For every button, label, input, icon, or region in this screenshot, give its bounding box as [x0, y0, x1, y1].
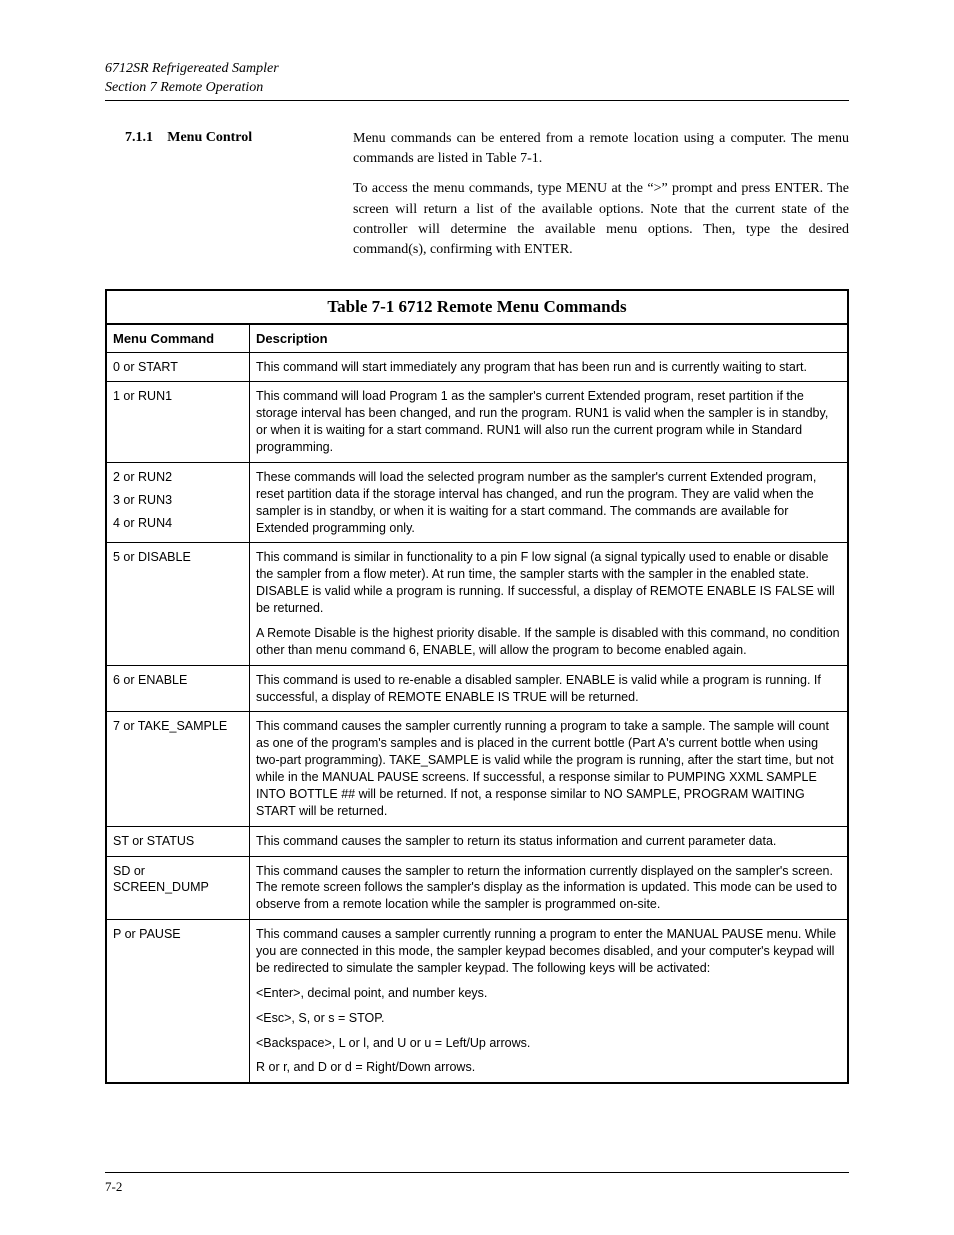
table-row: 2 or RUN2 3 or RUN3 4 or RUN4 These command…	[106, 462, 848, 543]
description-text: This command causes the sampler currentl…	[256, 718, 841, 819]
section-paragraph: Menu commands can be entered from a remo…	[353, 129, 849, 170]
command-cell: SD or SCREEN_DUMP	[106, 856, 250, 920]
table-col-header: Description	[250, 324, 849, 353]
command-text: 5 or DISABLE	[113, 549, 243, 566]
table-row: 5 or DISABLE This command is similar in f…	[106, 543, 848, 665]
description-cell: This command will load Program 1 as the …	[250, 382, 849, 463]
table-caption: Table 7-1 6712 Remote Menu Commands	[105, 289, 849, 323]
command-text: 4 or RUN4	[113, 515, 243, 532]
command-text: 0 or START	[113, 359, 243, 376]
command-text: 2 or RUN2	[113, 469, 243, 486]
description-text: This command is similar in functionality…	[256, 549, 841, 617]
table-header-row: Menu Command Description	[106, 324, 848, 353]
table-row: 6 or ENABLE This command is used to re-en…	[106, 665, 848, 712]
table-row: 1 or RUN1 This command will load Program …	[106, 382, 848, 463]
command-cell: 7 or TAKE_SAMPLE	[106, 712, 250, 826]
command-cell: 2 or RUN2 3 or RUN3 4 or RUN4	[106, 462, 250, 543]
command-text: 3 or RUN3	[113, 492, 243, 509]
description-text: This command causes a sampler currently …	[256, 926, 841, 977]
description-cell: These commands will load the selected pr…	[250, 462, 849, 543]
description-text: These commands will load the selected pr…	[256, 469, 841, 537]
table-row: P or PAUSE This command causes a sampler …	[106, 920, 848, 1084]
description-cell: This command causes the sampler currentl…	[250, 712, 849, 826]
command-text: 6 or ENABLE	[113, 672, 243, 689]
table-body: 0 or START This command will start immedi…	[106, 352, 848, 1083]
remote-menu-commands-table: Table 7-1 6712 Remote Menu Commands Menu…	[105, 289, 849, 1085]
description-cell: This command will start immediately any …	[250, 352, 849, 382]
description-text: A Remote Disable is the highest priority…	[256, 625, 841, 659]
page-number: 7-2	[105, 1179, 122, 1194]
table-row: 7 or TAKE_SAMPLE This command causes the …	[106, 712, 848, 826]
description-text: <Enter>, decimal point, and number keys.	[256, 985, 841, 1002]
description-text: R or r, and D or d = Right/Down arrows.	[256, 1059, 841, 1076]
command-cell: ST or STATUS	[106, 826, 250, 856]
description-text: This command causes the sampler to retur…	[256, 833, 841, 850]
description-cell: This command causes a sampler currently …	[250, 920, 849, 1084]
description-cell: This command is used to re-enable a disa…	[250, 665, 849, 712]
table-row: ST or STATUS This command causes the samp…	[106, 826, 848, 856]
page: 6712SR Refrigereated Sampler Section 7 R…	[0, 0, 954, 1235]
description-text: <Backspace>, L or l, and U or u = Left/U…	[256, 1035, 841, 1052]
description-text: This command will start immediately any …	[256, 359, 841, 376]
command-cell: 0 or START	[106, 352, 250, 382]
description-text: <Esc>, S, or s = STOP.	[256, 1010, 841, 1027]
description-text: This command is used to re-enable a disa…	[256, 672, 841, 706]
section-menu-control: 7.1.1 Menu Control Menu commands can be …	[105, 129, 849, 271]
section-body: Menu commands can be entered from a remo…	[353, 129, 849, 271]
section-title: Menu Control	[167, 130, 252, 145]
table-row: 0 or START This command will start immedi…	[106, 352, 848, 382]
command-text: P or PAUSE	[113, 926, 243, 943]
section-number: 7.1.1	[125, 130, 153, 145]
command-text: 1 or RUN1	[113, 388, 243, 405]
description-text: This command will load Program 1 as the …	[256, 388, 841, 456]
description-text: This command causes the sampler to retur…	[256, 863, 841, 914]
description-cell: This command causes the sampler to retur…	[250, 856, 849, 920]
section-paragraph: To access the menu commands, type MENU a…	[353, 179, 849, 260]
description-cell: This command is similar in functionality…	[250, 543, 849, 665]
header-line-1: 6712SR Refrigereated Sampler	[105, 60, 849, 79]
command-cell: 6 or ENABLE	[106, 665, 250, 712]
section-heading-cell: 7.1.1 Menu Control	[105, 129, 325, 271]
running-header: 6712SR Refrigereated Sampler Section 7 R…	[105, 60, 849, 101]
table-col-header: Menu Command	[106, 324, 250, 353]
command-text: ST or STATUS	[113, 833, 243, 850]
table-row: SD or SCREEN_DUMP This command causes the…	[106, 856, 848, 920]
command-cell: 5 or DISABLE	[106, 543, 250, 665]
command-text: 7 or TAKE_SAMPLE	[113, 718, 243, 735]
description-cell: This command causes the sampler to retur…	[250, 826, 849, 856]
command-cell: 1 or RUN1	[106, 382, 250, 463]
header-line-2: Section 7 Remote Operation	[105, 79, 849, 98]
command-text: SD or SCREEN_DUMP	[113, 863, 243, 897]
page-footer: 7-2	[105, 1172, 849, 1195]
command-cell: P or PAUSE	[106, 920, 250, 1084]
